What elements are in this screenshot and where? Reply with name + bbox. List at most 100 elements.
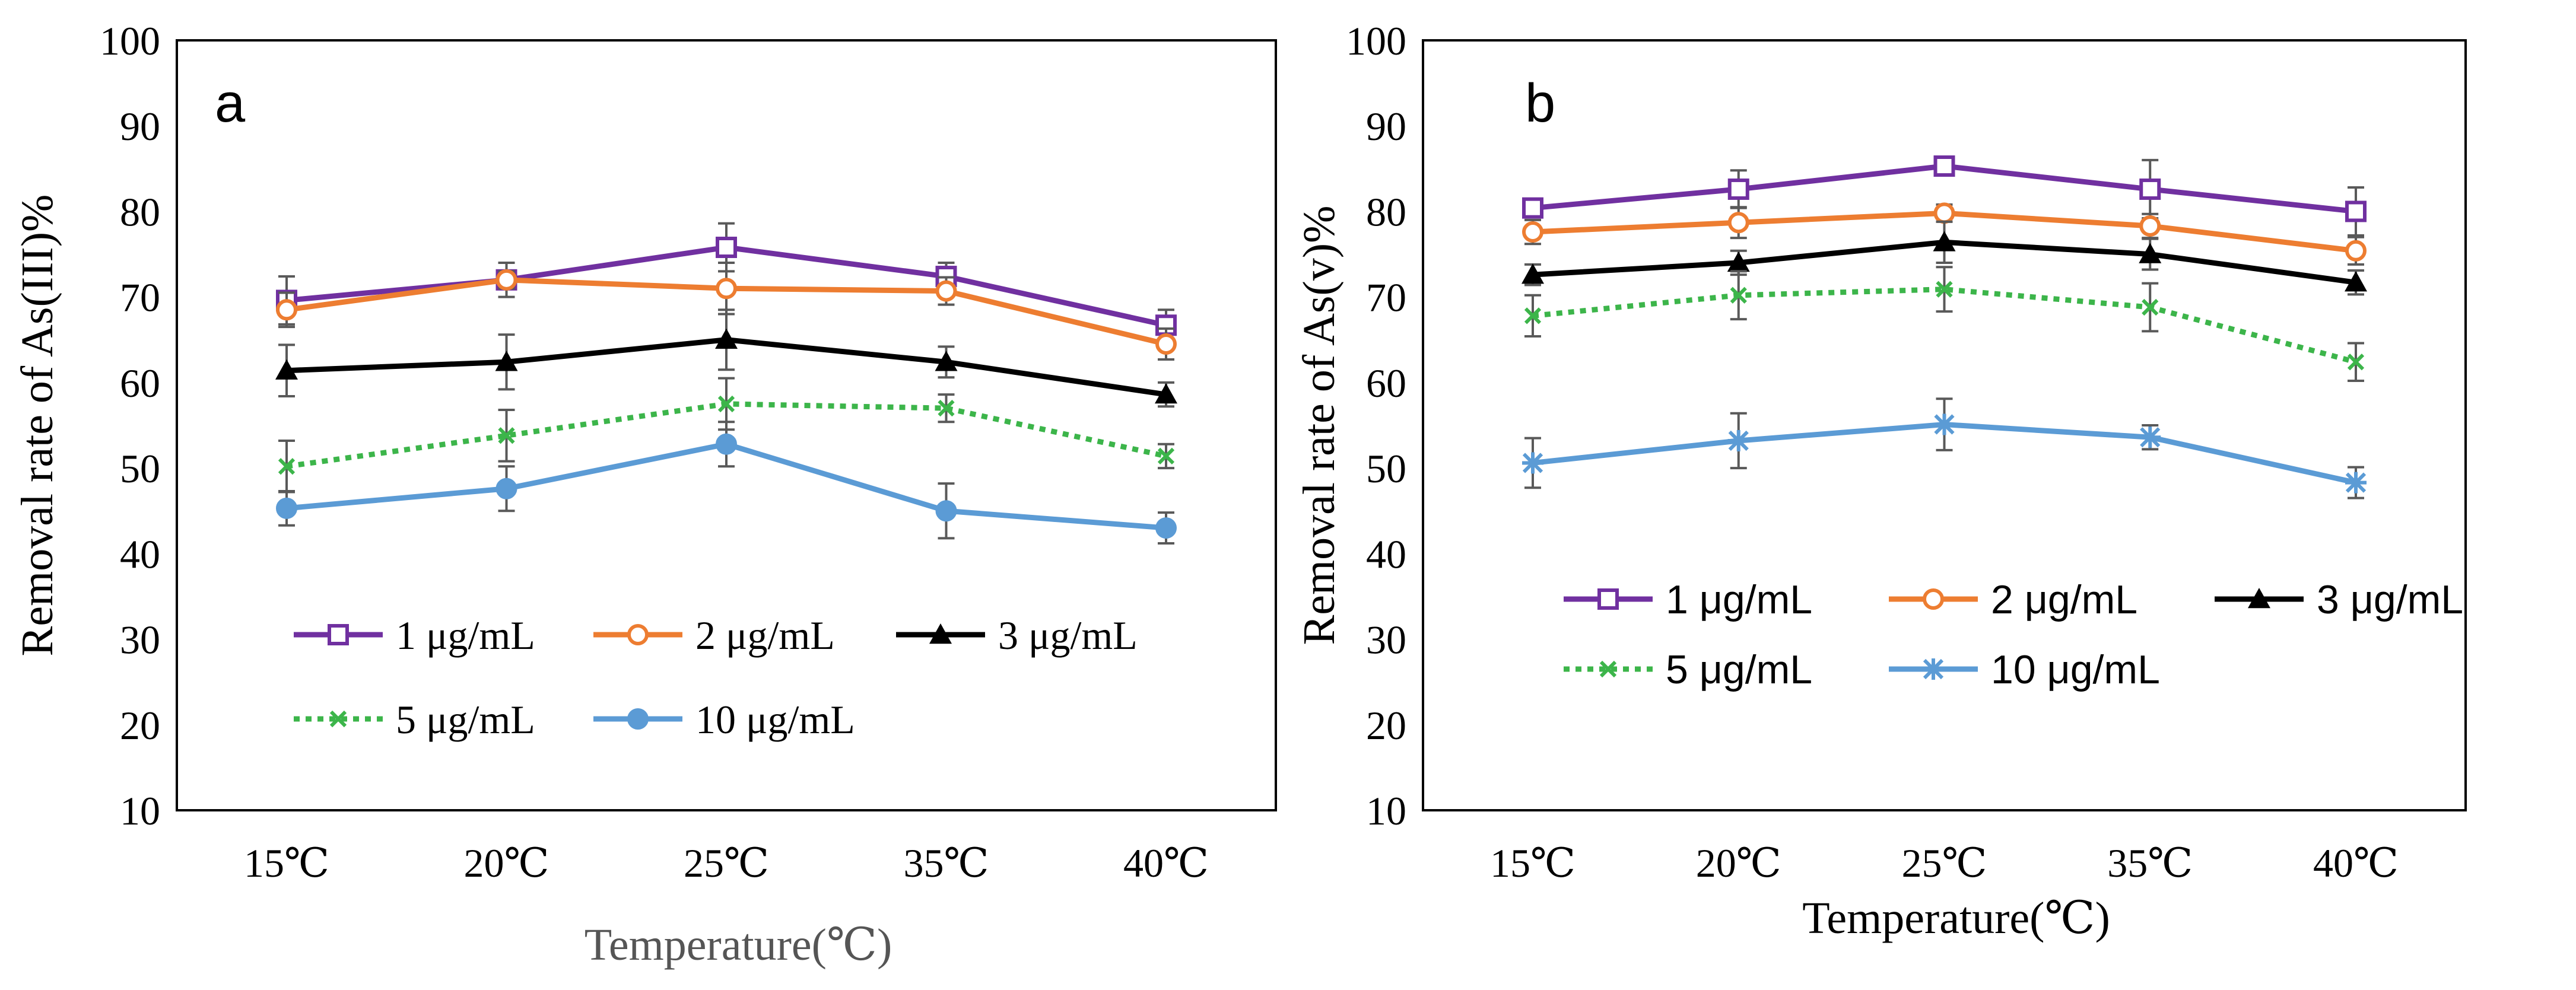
series-0 xyxy=(1522,155,2367,237)
legend-marker xyxy=(1923,588,1944,610)
data-point xyxy=(1933,413,1955,435)
panel-label: b xyxy=(1525,73,1555,133)
legend-label: 3 μg/mL xyxy=(2317,577,2463,622)
y-tick-label: 90 xyxy=(120,104,160,149)
data-point xyxy=(938,400,955,417)
y-axis-label: Removal rate of As(v)% xyxy=(1294,206,1344,645)
y-tick-label: 40 xyxy=(120,531,160,577)
data-point xyxy=(2345,472,2367,494)
series-1 xyxy=(1522,202,2367,266)
data-point xyxy=(2139,243,2162,263)
legend-marker xyxy=(929,623,952,644)
data-point xyxy=(935,351,958,371)
data-point xyxy=(2139,215,2161,237)
y-tick-label: 20 xyxy=(120,703,160,748)
data-point xyxy=(495,351,518,371)
y-tick-label: 60 xyxy=(1366,361,1406,406)
series-line xyxy=(1532,287,2357,365)
legend-label: 5 μg/mL xyxy=(1666,647,1812,692)
data-point xyxy=(1157,447,1175,465)
legend-label: 2 μg/mL xyxy=(1991,577,2137,622)
plot-frame xyxy=(1422,39,2467,811)
y-tick-label: 90 xyxy=(1366,104,1406,149)
series-4 xyxy=(276,421,1177,545)
data-point xyxy=(1727,178,1749,200)
y-tick-label: 70 xyxy=(120,275,160,320)
y-tick-label: 70 xyxy=(1366,275,1406,320)
data-point xyxy=(1936,281,1953,298)
y-tick-label: 50 xyxy=(1366,446,1406,491)
legend-marker xyxy=(1923,658,1944,680)
y-tick-label: 40 xyxy=(1366,531,1406,577)
data-point xyxy=(715,328,738,349)
x-tick-label: 35℃ xyxy=(903,841,989,886)
legend-marker xyxy=(627,708,649,730)
y-tick-label: 10 xyxy=(1366,788,1406,833)
data-point xyxy=(1730,287,1747,304)
legend-marker xyxy=(329,710,347,728)
y-tick-label: 10 xyxy=(120,788,160,833)
data-point xyxy=(2345,200,2367,222)
data-point xyxy=(716,278,737,300)
chart-panel-b: 10 20 30 40 50 60 70 80 90 100 15℃ 20℃ 25℃ 35℃ 40℃ Temp… xyxy=(1294,18,2467,943)
y-tick-label: 30 xyxy=(1366,617,1406,663)
data-point xyxy=(276,497,297,519)
legend-marker xyxy=(1597,588,1619,610)
data-point xyxy=(2345,271,2367,292)
plot-frame xyxy=(176,39,1277,811)
data-point xyxy=(1727,251,1750,272)
y-tick-label: 30 xyxy=(120,617,160,663)
data-point xyxy=(495,269,517,291)
x-axis-label: Temperature(℃) xyxy=(585,920,892,970)
y-tick-label: 100 xyxy=(1346,18,1406,63)
data-point xyxy=(1522,221,1543,243)
data-point xyxy=(1933,155,1955,177)
legend-label: 5 μg/mL xyxy=(396,697,535,742)
data-point xyxy=(1155,333,1177,355)
y-tick-label: 100 xyxy=(100,18,160,63)
series-2 xyxy=(275,308,1177,408)
data-point xyxy=(1522,197,1543,219)
y-tick-label: 80 xyxy=(120,189,160,234)
x-tick-label: 35℃ xyxy=(2107,841,2193,886)
data-point xyxy=(1155,383,1177,404)
y-tick-label: 20 xyxy=(1366,703,1406,748)
data-point xyxy=(2139,426,2161,448)
legend-label: 10 μg/mL xyxy=(695,697,855,742)
x-tick-label: 20℃ xyxy=(1696,841,1781,886)
x-tick-label: 25℃ xyxy=(1901,841,1987,886)
data-point xyxy=(498,427,515,444)
panel-label: a xyxy=(215,73,246,133)
y-axis-label: Removal rate of As(III)% xyxy=(12,195,62,657)
data-point xyxy=(1727,212,1749,234)
legend-label: 1 μg/mL xyxy=(396,613,535,658)
y-tick-label: 50 xyxy=(120,446,160,491)
data-point xyxy=(275,359,298,380)
data-point xyxy=(716,237,737,259)
chart-panel-a: 10 20 30 40 50 60 70 80 90 100 15℃ 20℃ 25℃ 35℃ 40℃ Temp… xyxy=(12,18,1277,970)
data-point xyxy=(2139,178,2161,200)
data-point xyxy=(1727,429,1749,451)
x-axis-label: Temperature(℃) xyxy=(1802,893,2110,943)
x-tick-label: 15℃ xyxy=(244,841,329,886)
series-2 xyxy=(1522,220,2367,296)
legend: 1 μg/mL 2 μg/mL 3 μg/mL 5 μg/mL 10 μg/mL xyxy=(294,613,1138,742)
data-point xyxy=(278,458,296,475)
y-tick-label: 60 xyxy=(120,361,160,406)
data-point xyxy=(935,500,957,522)
legend-marker xyxy=(2248,588,2270,609)
data-point xyxy=(716,433,737,455)
data-point xyxy=(935,280,957,302)
y-tick-label: 80 xyxy=(1366,189,1406,234)
legend-marker xyxy=(328,624,349,645)
series-3 xyxy=(1524,266,2365,383)
series-4 xyxy=(1522,397,2367,499)
data-point xyxy=(2347,354,2365,371)
legend-label: 10 μg/mL xyxy=(1991,647,2160,692)
data-point xyxy=(495,478,517,499)
data-point xyxy=(1933,202,1955,224)
data-point xyxy=(1933,231,1956,252)
data-point xyxy=(2345,240,2367,262)
data-point xyxy=(1524,307,1542,324)
